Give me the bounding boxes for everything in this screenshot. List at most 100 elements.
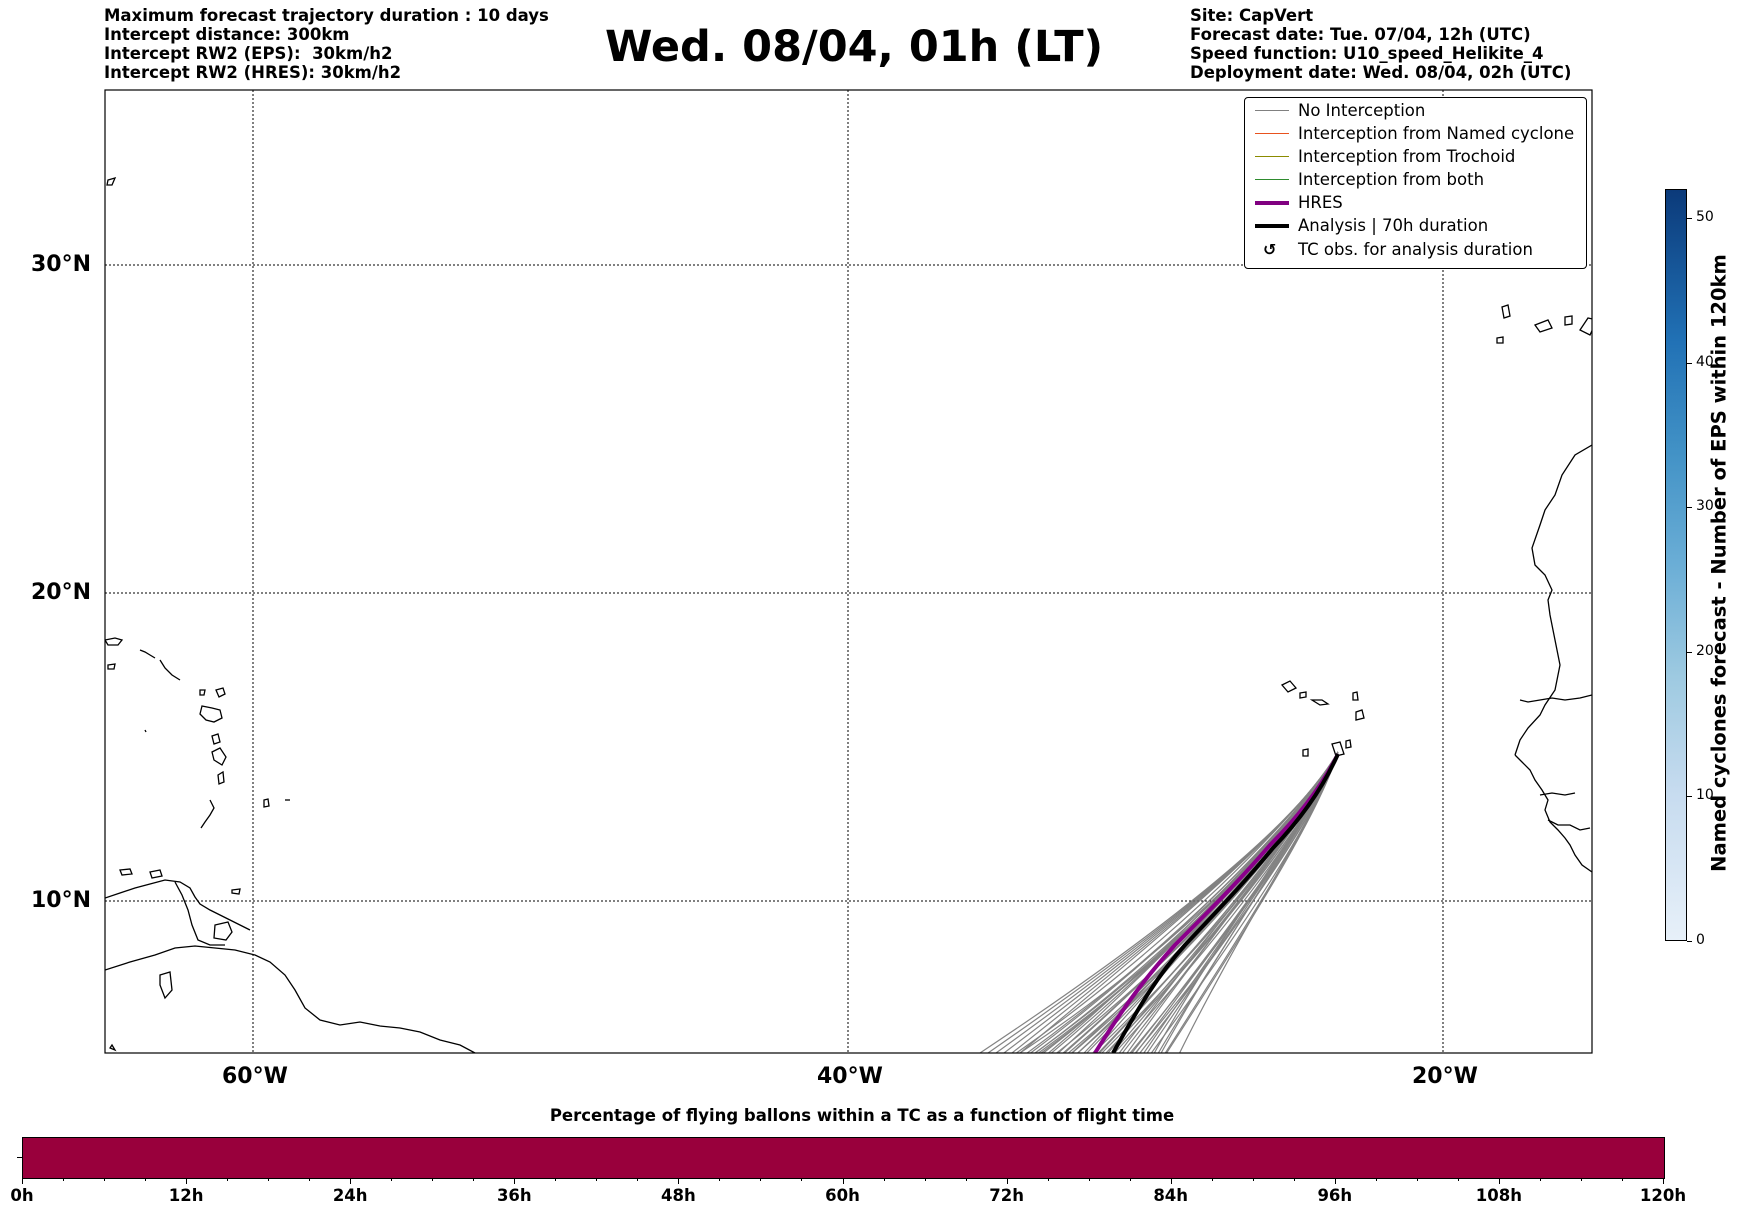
cyclone-colorbar	[1665, 189, 1687, 941]
island-small-1	[159, 659, 181, 681]
ensemble-trajectory	[979, 751, 1339, 1053]
coast-canaries-la-palma	[1501, 304, 1511, 319]
colorbar-tick-mark	[1687, 507, 1692, 509]
ensemble-trajectory	[1064, 751, 1339, 1053]
flight-bar-minor-tick	[309, 1178, 311, 1181]
island-capeverde-sao-nicolau	[1309, 699, 1330, 706]
info-line-rw2-hres: Intercept RW2 (HRES): 30km/h2	[104, 63, 402, 82]
flight-bar-minor-tick	[1416, 1178, 1418, 1181]
header-right-info: Site: CapVert Forecast date: Tue. 07/04,…	[1190, 6, 1571, 82]
flight-bar-minor-tick	[432, 1178, 434, 1181]
map-frame	[104, 89, 1593, 1054]
flight-bar-major-tick	[350, 1178, 352, 1184]
flight-bar-minor-tick	[227, 1178, 229, 1181]
colorbar-tick-label: 20	[1696, 642, 1714, 659]
island-curacao	[119, 868, 133, 876]
info-line-speed-function: Speed function: U10_speed_Helikite_4	[1190, 44, 1544, 63]
coast-dakar	[1519, 694, 1592, 703]
flight-bar-minor-tick	[555, 1178, 557, 1181]
coast-canaries-grancanaria	[1564, 315, 1573, 326]
legend-item-tc-obs: ↺ TC obs. for analysis duration	[1245, 239, 1586, 261]
flight-bar-minor-tick	[268, 1178, 270, 1181]
legend-swatch-trochoid	[1255, 156, 1289, 157]
lon-label-40w: 40°W	[817, 1064, 883, 1089]
island-montserrat	[199, 689, 206, 696]
flight-bar-minor-tick	[1580, 1178, 1582, 1181]
flight-bar-tick-label: 48h	[661, 1186, 696, 1205]
island-guadeloupe	[199, 705, 223, 723]
legend-label: Interception from both	[1298, 170, 1485, 189]
flight-bar-major-tick	[1334, 1178, 1336, 1184]
colorbar-tick-mark	[1687, 941, 1692, 942]
flight-bar-major-tick	[514, 1178, 516, 1184]
flight-bar-minor-tick	[104, 1178, 106, 1181]
flight-bar-minor-tick	[965, 1178, 967, 1181]
flight-bar-tick-label: 36h	[496, 1186, 532, 1205]
header-left-info: Maximum forecast trajectory duration : 1…	[104, 6, 549, 82]
info-line-forecast-date: Forecast date: Tue. 07/04, 12h (UTC)	[1190, 25, 1531, 44]
island-stlucia	[217, 770, 225, 785]
flight-bar-minor-tick	[1621, 1178, 1623, 1181]
analysis-trajectory	[1111, 753, 1340, 1053]
flight-bar-minor-tick	[801, 1178, 803, 1181]
flight-bar-minor-tick	[596, 1178, 598, 1181]
flight-bar-minor-tick	[1375, 1178, 1377, 1181]
island-capeverde-brava	[1345, 739, 1352, 749]
flight-bar-major-tick	[1663, 1178, 1664, 1184]
coast-canaries-tenerife	[1533, 319, 1553, 333]
lat-label-20n: 20°N	[31, 580, 92, 605]
colorbar-tick-mark	[1687, 796, 1692, 798]
cyclone-symbol-icon: ↺	[1263, 240, 1277, 259]
island-trinidad	[213, 921, 233, 941]
flight-bar-minor-tick	[637, 1178, 639, 1181]
legend-item-hres: HRES	[1245, 192, 1586, 214]
island-margarita	[149, 869, 163, 879]
island-capeverde-sal	[1352, 691, 1359, 701]
coast-gulf-paria	[174, 881, 225, 946]
legend-swatch-both	[1255, 179, 1289, 180]
island-barbados	[263, 798, 270, 808]
flight-bar-minor-tick	[63, 1178, 65, 1181]
legend-swatch-no-interception	[1255, 110, 1289, 111]
coast-africa-morocco-sahara	[1514, 444, 1592, 756]
colorbar-tick-label: 0	[1696, 932, 1705, 948]
flight-bar-major-tick	[842, 1178, 844, 1184]
island-bermuda-fragment	[106, 176, 117, 186]
flight-bar-major-tick	[22, 1178, 23, 1184]
island-capeverde-fogo	[1302, 748, 1309, 757]
flight-bar-minor-tick	[1129, 1178, 1131, 1181]
island-small-2	[107, 663, 116, 670]
flight-bar-minor-tick	[473, 1178, 475, 1181]
page-title: Wed. 08/04, 01h (LT)	[605, 22, 1104, 72]
flight-bar-tick-label: 0h	[10, 1186, 34, 1205]
island-capeverde-sao-vicente	[1299, 691, 1307, 699]
island-grenadines	[200, 799, 215, 829]
coast-africa-senegal	[1514, 754, 1592, 873]
flight-bar-minor-tick	[924, 1178, 926, 1181]
map-legend: No Interception Interception from Named …	[1244, 97, 1587, 269]
island-martinique	[211, 747, 227, 766]
island-capeverde-santo-antao	[1280, 680, 1298, 693]
info-line-site: Site: CapVert	[1190, 6, 1314, 25]
flight-bar-minor-tick	[145, 1178, 147, 1181]
flight-bar-minor-tick	[760, 1178, 762, 1181]
island-small-3	[109, 1043, 117, 1052]
flight-bar-minor-tick	[1293, 1178, 1295, 1181]
island-capeverde-santiago	[1331, 741, 1345, 757]
ensemble-trajectories	[979, 751, 1339, 1053]
flight-bar-tick-label: 60h	[825, 1186, 860, 1205]
flight-bar-minor-tick	[1211, 1178, 1213, 1181]
colorbar-label: Named cyclones forecast - Number of EPS …	[1707, 254, 1731, 872]
flight-bar-minor-tick	[1539, 1178, 1541, 1181]
colorbar-tick-mark	[1687, 217, 1692, 219]
info-line-max-duration: Maximum forecast trajectory duration : 1…	[104, 6, 549, 25]
flight-bar-minor-tick	[1252, 1178, 1254, 1181]
flight-bar-ytick	[17, 1157, 22, 1158]
coastlines	[105, 176, 1592, 1053]
island-antigua	[215, 687, 226, 698]
colorbar-tick-label: 30	[1696, 498, 1714, 515]
legend-swatch-named-cyclone	[1255, 133, 1289, 134]
flight-bar-tick-label: 108h	[1475, 1186, 1522, 1205]
lon-label-20w: 20°W	[1412, 1064, 1478, 1089]
